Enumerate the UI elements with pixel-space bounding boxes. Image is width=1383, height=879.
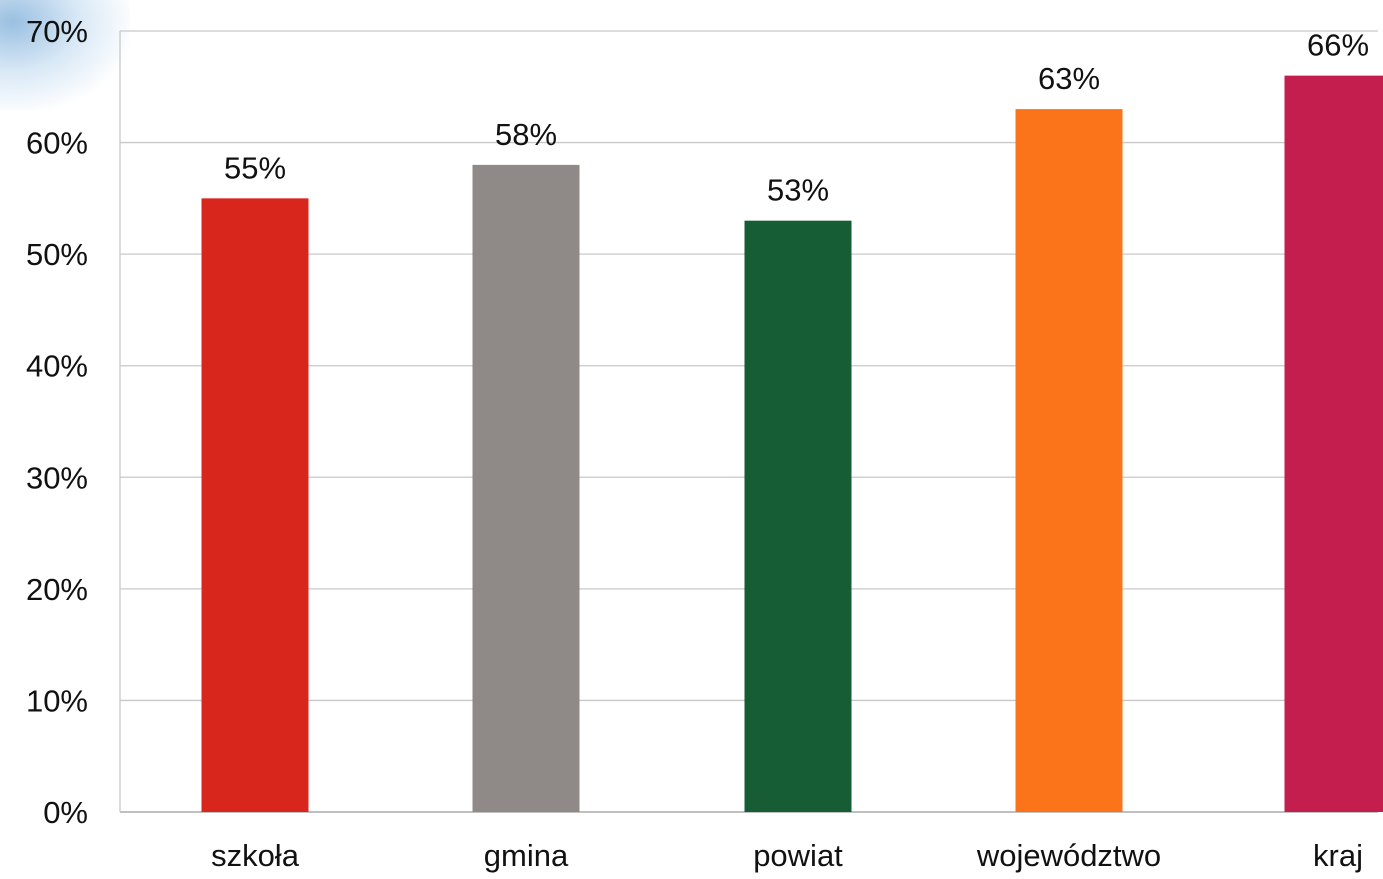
bar-powiat — [744, 220, 852, 812]
y-tick-label: 10% — [26, 683, 88, 718]
y-tick-label: 20% — [26, 572, 88, 607]
bar-kraj — [1284, 75, 1383, 813]
category-label: gmina — [484, 838, 569, 873]
y-tick-label: 0% — [43, 795, 88, 830]
bars — [201, 75, 1383, 813]
bar-szkoła — [201, 198, 309, 812]
data-label: 58% — [495, 117, 557, 152]
data-label: 66% — [1307, 28, 1369, 63]
y-axis-tick-labels: 0% 10% 20% 30% 40% 50% 60% 70% — [26, 14, 88, 830]
x-axis-category-labels: szkoła gmina powiat województwo kraj — [211, 838, 1363, 873]
y-tick-label: 30% — [26, 460, 88, 495]
category-label: kraj — [1313, 838, 1363, 873]
category-label: szkoła — [211, 838, 300, 873]
category-label: województwo — [976, 838, 1161, 873]
bar-województwo — [1015, 109, 1123, 813]
data-label: 55% — [224, 150, 286, 185]
y-tick-label: 40% — [26, 349, 88, 384]
category-label: powiat — [753, 838, 843, 873]
y-tick-label: 60% — [26, 126, 88, 161]
y-tick-label: 50% — [26, 237, 88, 272]
data-label: 53% — [767, 173, 829, 208]
bar-gmina — [472, 164, 580, 812]
y-tick-label: 70% — [26, 14, 88, 49]
data-label: 63% — [1038, 61, 1100, 96]
data-labels: 55% 58% 53% 63% 66% — [224, 28, 1369, 208]
